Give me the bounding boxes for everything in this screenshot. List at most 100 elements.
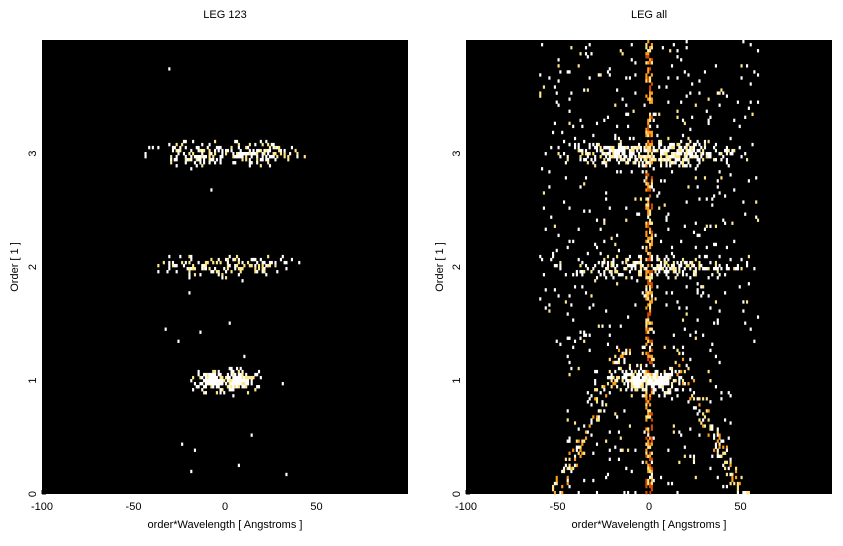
heatmap-cell (289, 151, 292, 156)
heatmap-cell (234, 263, 237, 268)
heatmap-cell (214, 148, 217, 153)
heatmap-cell (676, 109, 679, 113)
heatmap-cell (544, 288, 547, 292)
heatmap-cell (246, 382, 250, 386)
heatmap-cell (652, 478, 655, 483)
heatmap-cell (217, 382, 220, 386)
heatmap-cell (193, 273, 197, 277)
heatmap-cell (667, 158, 670, 162)
heatmap-cell (599, 273, 602, 277)
heatmap-cell (584, 46, 588, 50)
heatmap-cell (716, 270, 719, 274)
heatmap-cell (605, 276, 608, 280)
heatmap-cell (237, 372, 240, 377)
heatmap-cell (577, 366, 580, 371)
heatmap-cell (647, 415, 650, 419)
heatmap-cell (647, 70, 650, 74)
heatmap-cell (226, 260, 229, 265)
heatmap-cell (652, 385, 655, 389)
heatmap-cell (691, 394, 694, 398)
heatmap-cell (573, 142, 577, 147)
heatmap-cell (267, 161, 270, 165)
heatmap-cell (204, 263, 207, 268)
heatmap-cell (667, 263, 670, 268)
heatmap-cell (724, 273, 727, 277)
heatmap-cell (681, 164, 685, 168)
heatmap-cell (605, 439, 608, 443)
heatmap-cell (270, 142, 273, 147)
heatmap-cell (683, 445, 686, 449)
heatmap-cell (641, 345, 644, 350)
heatmap-cell (577, 490, 580, 495)
heatmap-cell (729, 151, 732, 156)
heatmap-cell (628, 351, 631, 356)
heatmap-cell (652, 378, 655, 383)
heatmap-cell (692, 391, 696, 395)
heatmap-cell (647, 445, 650, 449)
heatmap-cell (713, 194, 716, 198)
heatmap-cell (256, 372, 259, 377)
chart-title: LEG 123 (203, 9, 246, 21)
heatmap-cell (614, 378, 617, 383)
heatmap-cell (237, 375, 240, 380)
heatmap-cell (573, 457, 577, 462)
x-tick-label: 50 (734, 501, 746, 513)
heatmap-cell (709, 260, 712, 265)
heatmap-cell (168, 263, 171, 268)
heatmap-cell (707, 121, 710, 126)
heatmap-cell (214, 267, 217, 271)
heatmap-cell (188, 291, 191, 295)
heatmap-cell (542, 85, 545, 89)
heatmap-cell (716, 179, 719, 183)
heatmap-cell (702, 151, 705, 156)
heatmap-cell (724, 418, 727, 422)
heatmap-cell (225, 148, 228, 153)
heatmap-cell (616, 233, 619, 238)
heatmap-cell (694, 336, 697, 340)
heatmap-cell (685, 145, 688, 150)
heatmap-cell (241, 279, 244, 283)
heatmap-cell (575, 270, 578, 274)
heatmap-cell (647, 409, 650, 413)
heatmap-cell (705, 245, 708, 250)
heatmap-cell (552, 484, 555, 489)
heatmap-cell (606, 70, 610, 74)
heatmap-cell (250, 263, 253, 268)
heatmap-cell (691, 155, 694, 159)
heatmap-cell (645, 363, 648, 368)
heatmap-cell (605, 403, 608, 407)
heatmap-cell (550, 145, 553, 150)
heatmap-cell (215, 158, 218, 162)
heatmap-cell (606, 115, 610, 119)
heatmap-cell (625, 378, 628, 383)
heatmap-cell (573, 285, 577, 289)
heatmap-cell (608, 270, 611, 274)
heatmap-cell (652, 363, 655, 368)
heatmap-cell (681, 158, 685, 162)
heatmap-cell (663, 375, 666, 380)
heatmap-cell (201, 148, 204, 153)
heatmap-cell (634, 73, 637, 77)
heatmap-cell (656, 254, 659, 259)
heatmap-cell (628, 158, 631, 162)
heatmap-cell (647, 318, 650, 322)
heatmap-cell (625, 112, 628, 116)
heatmap-cell (195, 145, 198, 150)
heatmap-cell (212, 369, 215, 374)
heatmap-cell (683, 382, 686, 386)
heatmap-cell (649, 457, 652, 462)
heatmap-cell (199, 148, 202, 153)
heatmap-cell (208, 267, 211, 271)
heatmap-cell (190, 155, 193, 159)
heatmap-cell (681, 161, 685, 165)
heatmap-cell (725, 267, 728, 271)
heatmap-cell (625, 372, 628, 377)
heatmap-cell (650, 148, 653, 153)
heatmap-cell (755, 176, 758, 180)
heatmap-cell (753, 267, 756, 271)
heatmap-cell (263, 148, 266, 153)
heatmap-cell (219, 161, 222, 165)
heatmap-cell (632, 375, 635, 380)
heatmap-cell (698, 79, 701, 83)
